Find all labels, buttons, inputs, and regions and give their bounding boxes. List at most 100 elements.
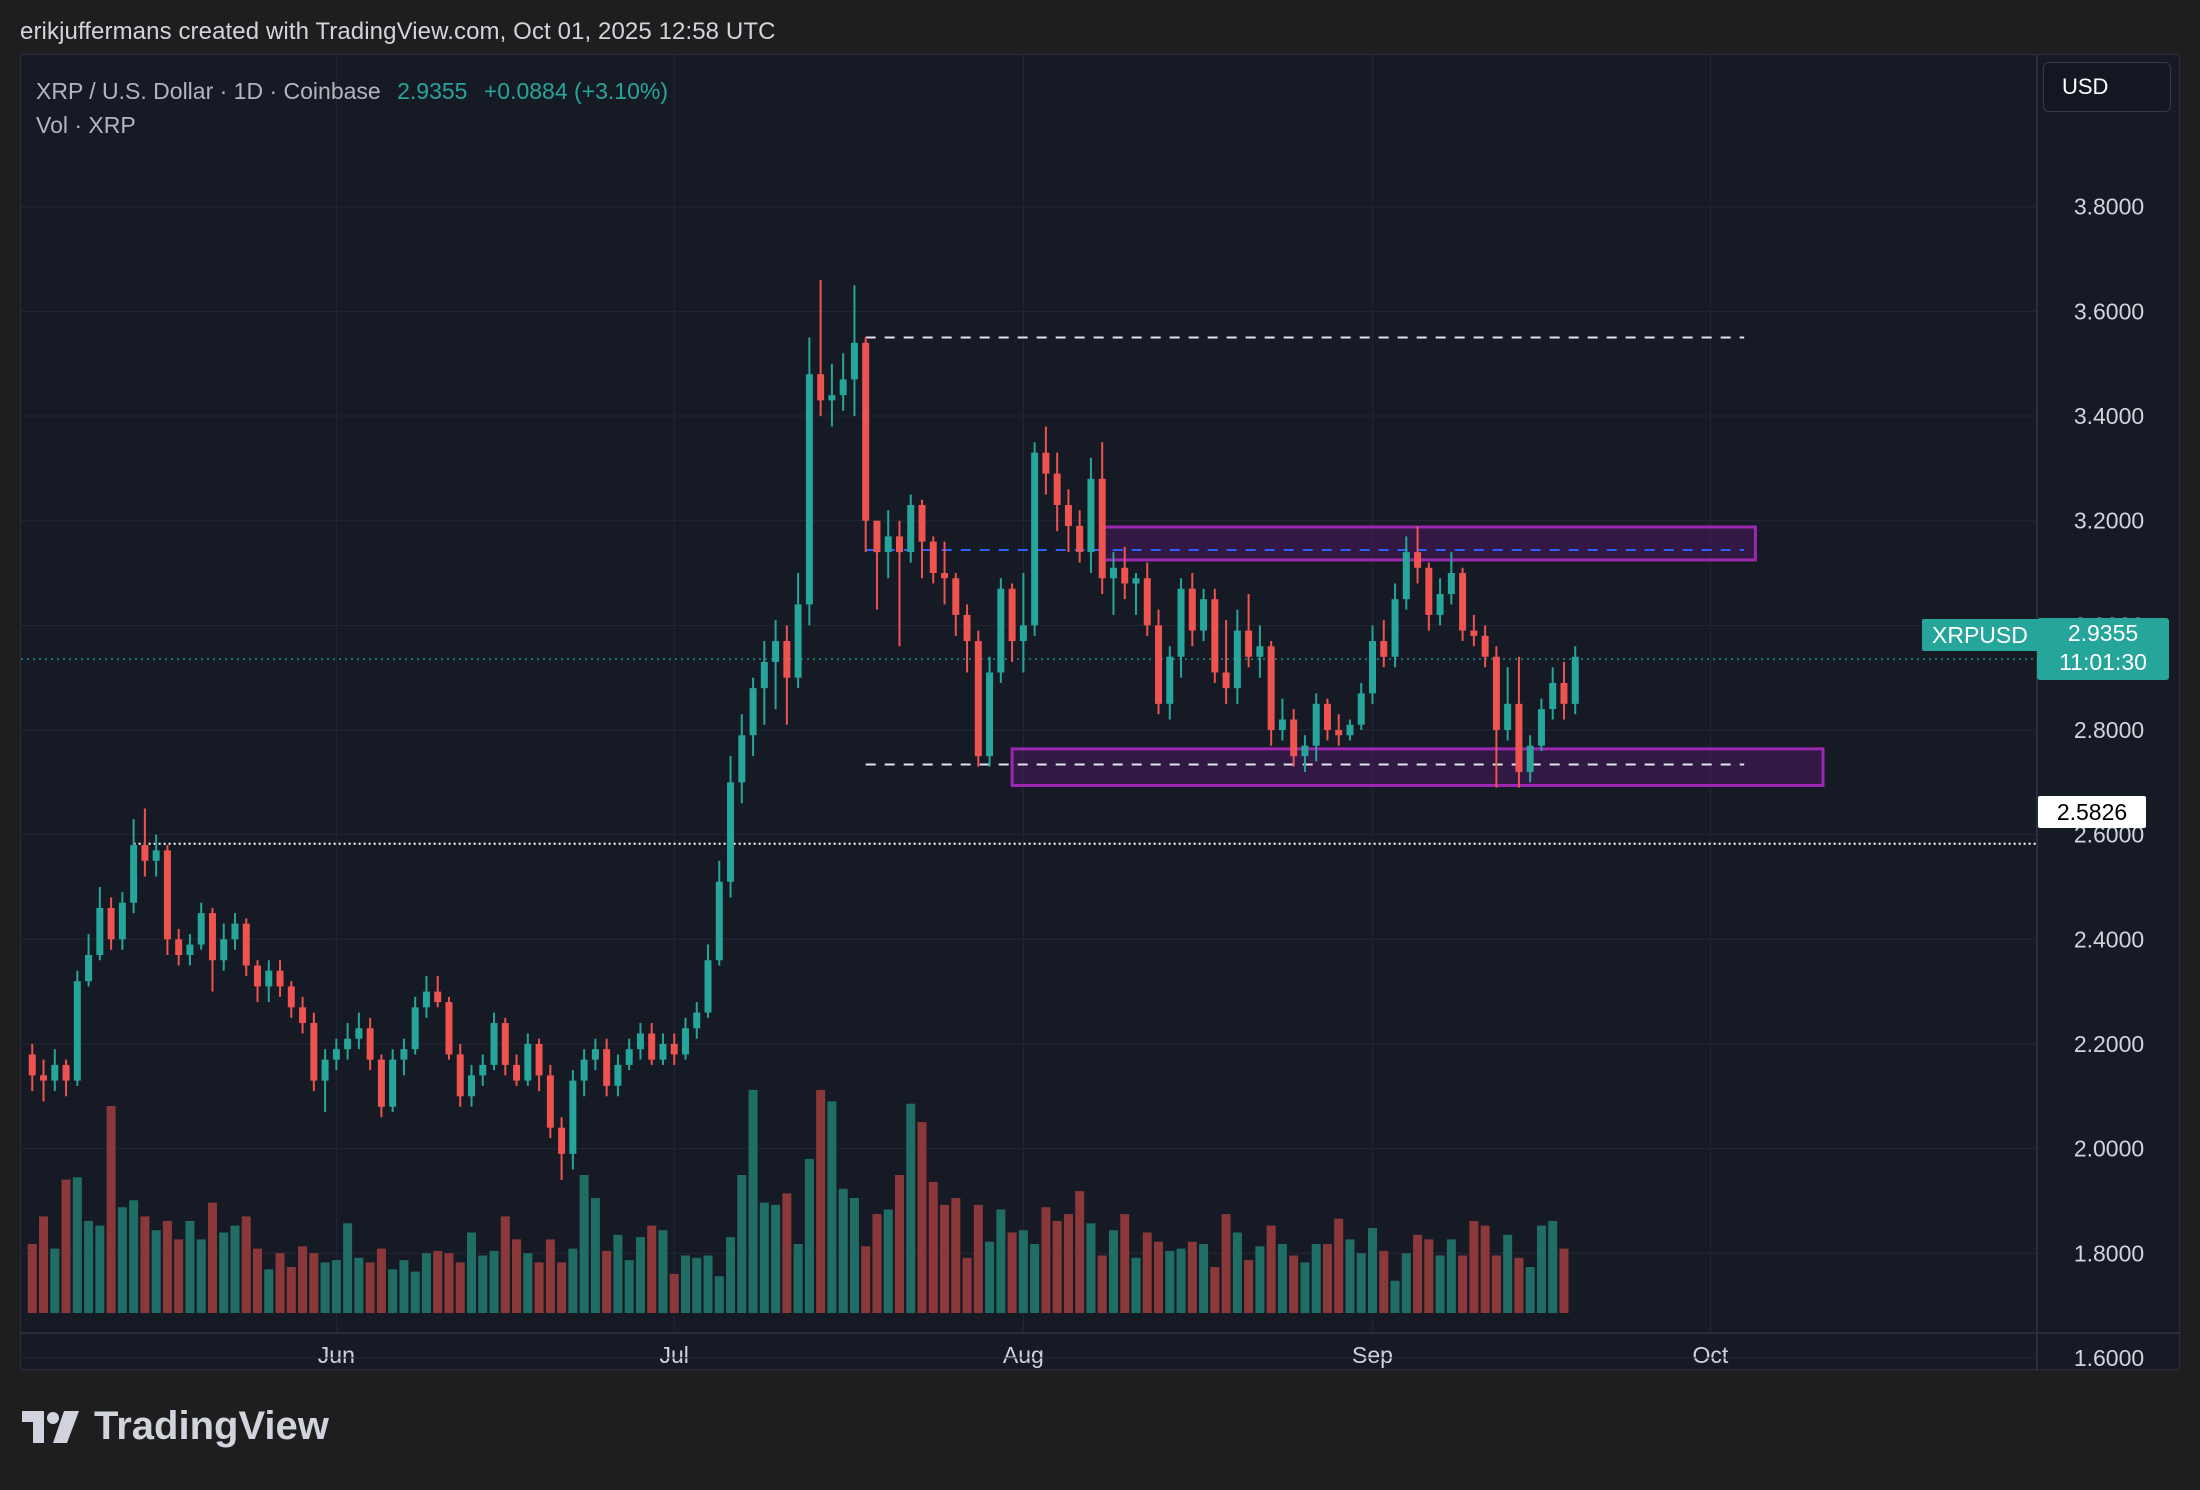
candle-body — [794, 604, 802, 678]
y-tick-label: 1.8000 — [2074, 1240, 2144, 1266]
volume-bar — [827, 1101, 837, 1313]
volume-bar — [793, 1244, 803, 1313]
candle-body — [1492, 656, 1500, 731]
candle-body — [1076, 525, 1084, 553]
volume-bar — [275, 1253, 285, 1313]
volume-bar — [568, 1248, 578, 1313]
legend-volume[interactable]: Vol · XRP — [36, 112, 136, 138]
volume-bar — [940, 1204, 950, 1313]
y-tick-label: 3.6000 — [2074, 298, 2144, 324]
candle-body — [1166, 656, 1174, 704]
candle-body — [670, 1043, 678, 1055]
candle-body — [1200, 599, 1208, 631]
candle-body — [231, 923, 239, 940]
volume-bar — [635, 1237, 645, 1313]
volume-bar — [433, 1250, 443, 1313]
candle-body — [1188, 588, 1196, 631]
candle-body — [1335, 730, 1343, 736]
candle-body — [941, 573, 949, 579]
volume-bar — [928, 1181, 938, 1313]
volume-bar — [816, 1089, 826, 1313]
tradingview-logo[interactable]: TradingView — [22, 1404, 329, 1449]
candle-body — [377, 1059, 385, 1107]
candle-body — [186, 944, 194, 956]
currency-button[interactable]: USD — [2043, 62, 2171, 112]
volume-bar — [838, 1188, 848, 1313]
volume-bar — [376, 1248, 386, 1313]
volume-bar — [1142, 1232, 1152, 1313]
volume-bar — [320, 1262, 330, 1313]
volume-bar — [388, 1269, 398, 1313]
volume-bar — [196, 1239, 206, 1313]
volume-bar — [298, 1246, 308, 1313]
candle-body — [580, 1059, 588, 1081]
chart-frame[interactable]: Jun Jul Aug Sep Oct 1.6000 1.8000 2.0000 2.2000 2… — [20, 54, 2181, 1371]
volume-bar — [917, 1122, 927, 1313]
volume-bar — [1075, 1191, 1085, 1313]
volume-bar — [1244, 1260, 1254, 1313]
candle-body — [1267, 646, 1275, 731]
volume-bar — [1266, 1225, 1276, 1313]
candle-body — [310, 1023, 318, 1081]
volume-bar — [151, 1230, 161, 1313]
candle-body — [715, 881, 723, 961]
candle-body — [220, 939, 228, 961]
candle-body — [1414, 552, 1422, 568]
candle-body — [1560, 682, 1568, 704]
volume-bar — [84, 1221, 94, 1313]
volume-bar — [1480, 1225, 1490, 1313]
volume-bar — [1199, 1244, 1209, 1313]
volume-bar — [1458, 1255, 1468, 1313]
volume-bar — [1536, 1225, 1546, 1313]
candle-body — [299, 1007, 307, 1024]
volume-bar — [692, 1257, 702, 1313]
candle-body — [1369, 641, 1376, 694]
candle-body — [1459, 573, 1467, 631]
candle-body — [28, 1054, 36, 1076]
candle-body — [1008, 588, 1016, 642]
legend-symbol[interactable]: XRP / U.S. Dollar · 1D · Coinbase — [36, 78, 381, 104]
candle-body — [591, 1049, 599, 1060]
candle-body — [1571, 656, 1579, 704]
volume-bar — [624, 1260, 634, 1313]
candle-body — [1098, 478, 1106, 579]
volume-bar — [1390, 1280, 1400, 1313]
last-price-badge: 2.9355 11:01:30 — [2037, 618, 2169, 680]
candle-body — [1301, 745, 1309, 757]
candle-body — [952, 578, 960, 615]
price-chart[interactable]: Jun Jul Aug Sep Oct 1.6000 1.8000 2.0000 2.2000 2… — [21, 55, 2181, 1371]
candle-body — [400, 1049, 408, 1060]
volume-bar — [748, 1089, 758, 1313]
candle-body — [929, 541, 937, 574]
candle-body — [513, 1064, 521, 1081]
volume-bar — [399, 1260, 409, 1313]
volume-bar — [1007, 1232, 1017, 1313]
volume-bar — [962, 1257, 972, 1313]
volume-bar — [1503, 1234, 1513, 1313]
y-tick-label: 2.0000 — [2074, 1136, 2144, 1162]
volume-bar — [1311, 1244, 1321, 1313]
volume-bar — [1368, 1227, 1378, 1313]
volume-bar — [985, 1241, 995, 1313]
candle-body — [1064, 505, 1072, 526]
y-tick-label: 2.4000 — [2074, 926, 2144, 952]
candle-body — [40, 1075, 48, 1081]
volume-bar — [523, 1253, 533, 1313]
candle-body — [1143, 578, 1151, 626]
volume-bar — [1221, 1214, 1231, 1313]
candle-body — [1504, 703, 1512, 731]
volume-bar — [1030, 1244, 1040, 1313]
reference-price-badge: 2.5826 — [2038, 796, 2146, 828]
x-tick-label: Jun — [318, 1342, 355, 1368]
volume-bar — [1424, 1239, 1434, 1313]
volume-bar — [861, 1246, 871, 1313]
candle-body — [1436, 593, 1444, 615]
candle-body — [1155, 625, 1163, 704]
candle-body — [197, 913, 205, 945]
candle-body — [1177, 588, 1185, 657]
volume-bar — [72, 1177, 82, 1313]
range-box — [1100, 525, 1757, 562]
candle-body — [1031, 452, 1039, 626]
candle-body — [749, 688, 757, 736]
candle-body — [1042, 452, 1050, 474]
